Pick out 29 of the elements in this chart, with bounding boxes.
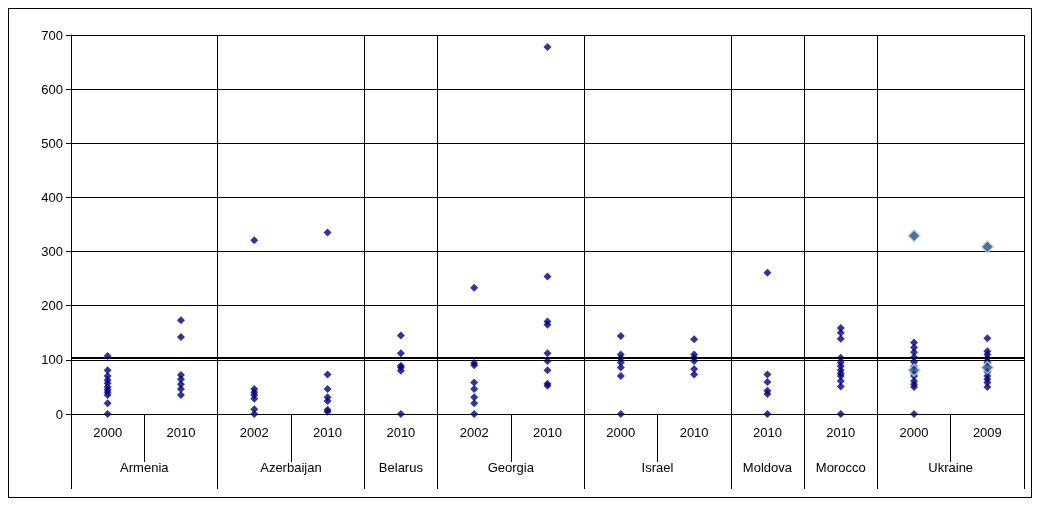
y-tick-label: 300 bbox=[41, 244, 63, 260]
text: Moldova bbox=[742, 459, 793, 475]
x-tick-label: 2010 bbox=[533, 425, 562, 440]
x-tick-label: 2010 bbox=[826, 425, 856, 440]
text: Belarus bbox=[378, 459, 424, 475]
x-tick-label: 2010 bbox=[752, 425, 782, 440]
x-tick-label: 2009 bbox=[972, 425, 1002, 440]
text: Azerbaijan bbox=[260, 459, 322, 475]
x-tick-label: 2010 bbox=[679, 425, 709, 440]
text: Israel bbox=[641, 459, 674, 475]
text: Armenia bbox=[120, 459, 170, 475]
y-tick-label: 200 bbox=[41, 298, 63, 314]
x-tick-label: 2010 bbox=[313, 425, 343, 440]
y-tick-label: 700 bbox=[41, 27, 63, 43]
text: Georgia bbox=[487, 459, 535, 475]
x-tick-label: 2010 bbox=[166, 425, 196, 440]
text: Ukraine bbox=[928, 459, 974, 475]
x-tick-label: 2000 bbox=[93, 425, 123, 440]
y-tick-label: 100 bbox=[41, 352, 63, 368]
x-tick-label: 2000 bbox=[899, 425, 929, 440]
text: Morocco bbox=[815, 459, 866, 475]
y-tick-label: 600 bbox=[41, 81, 63, 97]
y-tick-label: 0 bbox=[55, 406, 63, 422]
y-tick-label: 500 bbox=[41, 135, 63, 151]
x-tick-label: 2002 bbox=[459, 425, 489, 440]
x-tick-label: 2000 bbox=[606, 425, 636, 440]
x-tick-label: 2010 bbox=[386, 425, 416, 440]
y-tick-label: 400 bbox=[41, 189, 63, 205]
x-tick-label: 2002 bbox=[239, 425, 269, 440]
